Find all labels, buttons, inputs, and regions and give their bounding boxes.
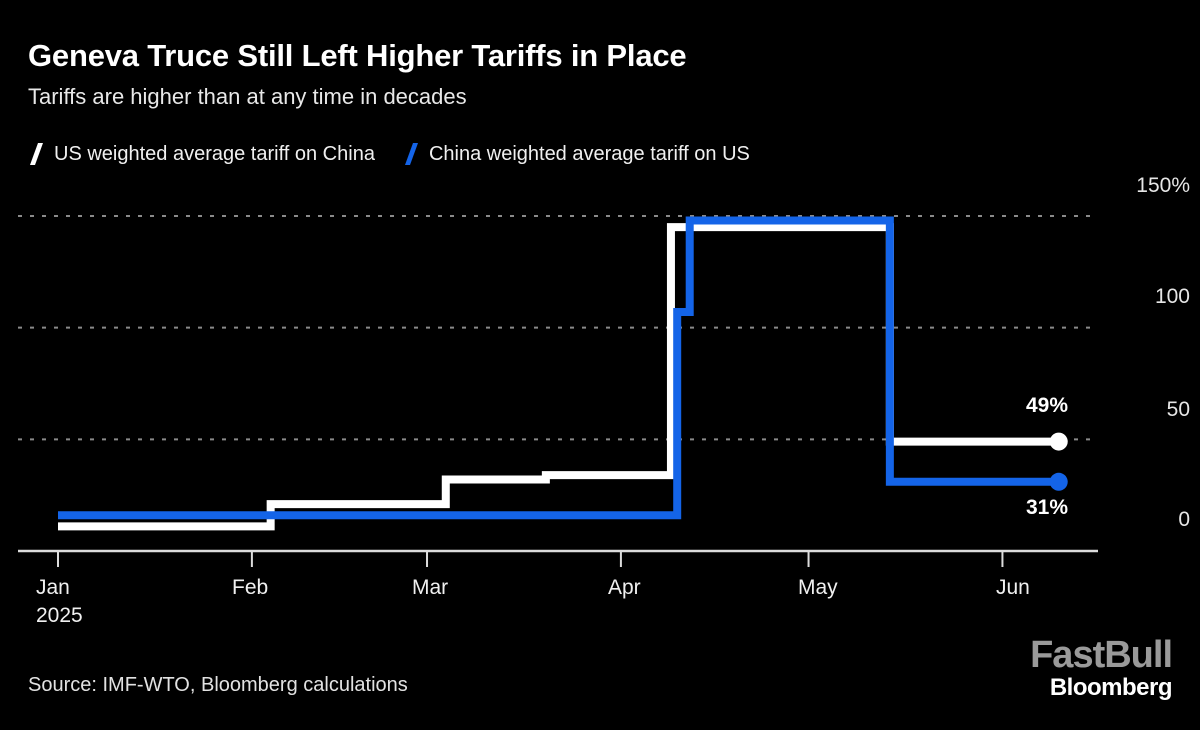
x-tick-apr: Apr <box>608 576 641 599</box>
y-tick-150: 150% <box>1136 174 1190 197</box>
endpoint-label-us: 49% <box>1026 394 1069 417</box>
y-tick-100: 100 <box>1154 285 1190 308</box>
x-tick-mar: Mar <box>412 576 449 599</box>
fastbull-logo: FastBull <box>1030 634 1173 676</box>
endpoint-label-china: 31% <box>1026 496 1069 519</box>
series-line-china <box>58 216 1059 520</box>
legend-item-china[interactable]: China weighted average tariff on US <box>403 143 750 166</box>
x-tick-jan-label: Jan <box>36 576 70 599</box>
endpoint-marker-china <box>1049 472 1068 491</box>
branding: FastBull Bloomberg <box>1030 634 1173 701</box>
y-tick-0: 0 <box>1178 508 1190 531</box>
series-line-us <box>58 223 1059 531</box>
source-note: Source: IMF-WTO, Bloomberg calculations <box>28 674 408 696</box>
x-tick-jun: Jun <box>996 576 1030 599</box>
legend-item-us[interactable]: US weighted average tariff on China <box>28 143 375 166</box>
x-tick-feb: Feb <box>232 576 269 599</box>
chart-subtitle: Tariffs are higher than at any time in d… <box>28 84 467 109</box>
slash-marker-icon <box>28 143 44 165</box>
endpoint-marker-us <box>1049 432 1068 451</box>
slash-marker-icon <box>403 143 419 165</box>
x-tick-jan: Jan 2025 <box>36 576 83 628</box>
legend-label-us: US weighted average tariff on China <box>54 142 375 165</box>
page-title: Geneva Truce Still Left Higher Tariffs i… <box>28 38 687 73</box>
x-tick-jan-year: 2025 <box>36 604 83 627</box>
bloomberg-logo: Bloomberg <box>1049 674 1173 701</box>
y-tick-50: 50 <box>1166 398 1190 421</box>
x-tick-may: May <box>798 576 838 599</box>
legend-label-china: China weighted average tariff on US <box>428 142 750 165</box>
chart-legend: US weighted average tariff on China Chin… <box>28 138 750 170</box>
